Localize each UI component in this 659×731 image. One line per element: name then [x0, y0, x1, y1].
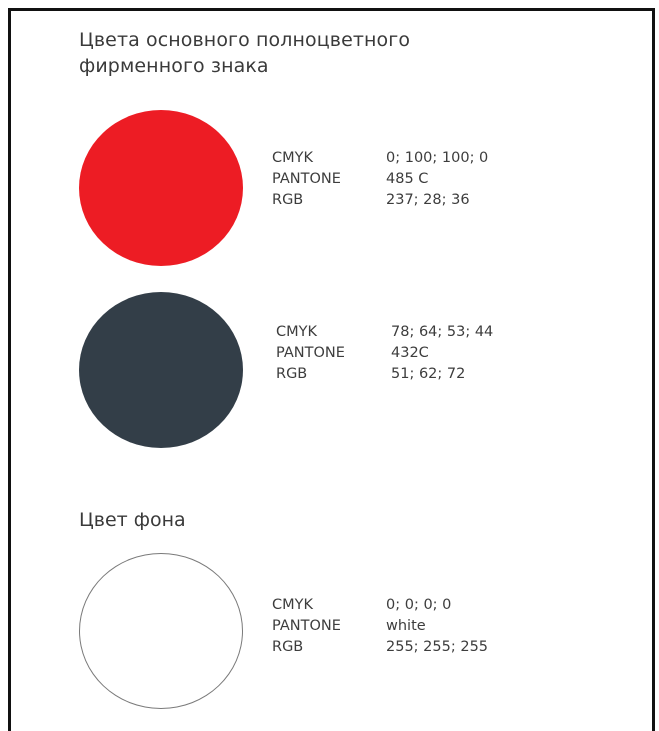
rgb-value: 237; 28; 36: [386, 192, 470, 208]
background-color-heading: Цвет фона: [79, 509, 186, 531]
pantone-label: PANTONE: [272, 171, 341, 187]
rgb-label: RGB: [272, 192, 304, 208]
pantone-value: 432C: [391, 345, 429, 361]
cmyk-label: CMYK: [272, 597, 314, 613]
pantone-label: PANTONE: [272, 618, 341, 634]
pantone-value: 485 C: [386, 171, 429, 187]
pantone-label: PANTONE: [276, 345, 345, 361]
rgb-label: RGB: [272, 639, 304, 655]
dark-color-swatch: [79, 292, 243, 448]
pantone-value: white: [386, 618, 426, 634]
white-color-swatch: [79, 553, 243, 709]
cmyk-label: CMYK: [272, 150, 314, 166]
cmyk-value: 0; 0; 0; 0: [386, 597, 452, 613]
cmyk-value: 78; 64; 53; 44: [391, 324, 494, 340]
cmyk-value: 0; 100; 100; 0: [386, 150, 489, 166]
primary-colors-heading: Цвета основного полноцветного фирменного…: [79, 29, 411, 77]
rgb-label: RGB: [276, 366, 308, 382]
rgb-value: 255; 255; 255: [386, 639, 489, 655]
cmyk-label: CMYK: [276, 324, 318, 340]
rgb-value: 51; 62; 72: [391, 366, 466, 382]
red-color-swatch: [79, 110, 243, 266]
